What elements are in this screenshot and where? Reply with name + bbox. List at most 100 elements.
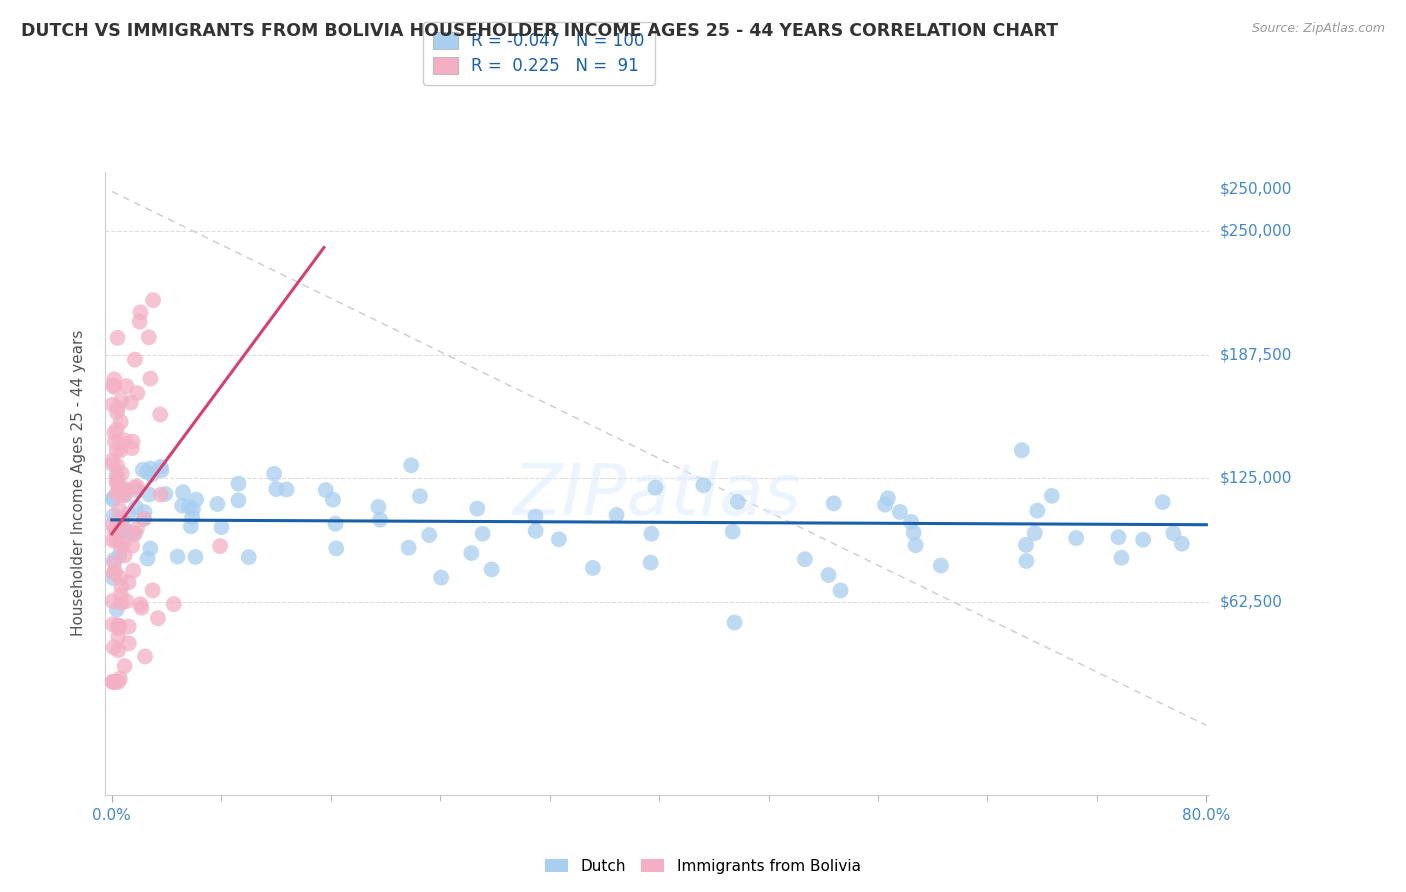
Point — [1107, 530, 1129, 544]
Point — [125, 522, 148, 536]
Point — [322, 492, 344, 507]
Point — [107, 621, 129, 635]
Point — [139, 461, 162, 475]
Point — [548, 533, 571, 547]
Point — [181, 510, 204, 524]
Point — [904, 538, 927, 552]
Point — [1011, 443, 1033, 458]
Point — [112, 486, 135, 500]
Text: DUTCH VS IMMIGRANTS FROM BOLIVIA HOUSEHOLDER INCOME AGES 25 - 44 YEARS CORRELATI: DUTCH VS IMMIGRANTS FROM BOLIVIA HOUSEHO… — [21, 22, 1059, 40]
Point — [125, 500, 148, 515]
Point — [180, 519, 202, 533]
Point — [107, 643, 129, 657]
Point — [101, 457, 124, 471]
Point — [138, 330, 160, 344]
Point — [398, 541, 420, 555]
Point — [107, 630, 129, 644]
Point — [105, 470, 128, 484]
Point — [118, 619, 141, 633]
Point — [124, 352, 146, 367]
Point — [101, 674, 124, 689]
Point — [1015, 538, 1038, 552]
Point — [105, 476, 128, 491]
Point — [110, 533, 132, 548]
Text: $125,000: $125,000 — [1220, 471, 1292, 486]
Point — [104, 434, 127, 449]
Point — [238, 550, 260, 565]
Point — [132, 463, 155, 477]
Text: $250,000: $250,000 — [1220, 224, 1292, 238]
Point — [111, 514, 134, 528]
Point — [132, 512, 155, 526]
Point — [111, 467, 134, 481]
Point — [111, 512, 134, 526]
Point — [877, 491, 900, 506]
Point — [101, 674, 124, 689]
Point — [114, 434, 136, 448]
Point — [1040, 489, 1063, 503]
Point — [481, 562, 503, 576]
Point — [471, 526, 494, 541]
Point — [131, 600, 153, 615]
Point — [101, 533, 124, 548]
Point — [121, 434, 143, 449]
Point — [110, 571, 132, 585]
Point — [121, 539, 143, 553]
Point — [1111, 550, 1133, 565]
Point — [110, 393, 132, 408]
Legend: Dutch, Immigrants from Bolivia: Dutch, Immigrants from Bolivia — [540, 853, 866, 880]
Point — [129, 305, 152, 319]
Point — [141, 467, 163, 482]
Point — [112, 536, 135, 550]
Point — [108, 502, 131, 516]
Point — [103, 372, 125, 386]
Point — [875, 498, 897, 512]
Point — [103, 491, 125, 505]
Point — [460, 546, 482, 560]
Point — [107, 484, 129, 499]
Point — [211, 520, 233, 534]
Point — [112, 483, 135, 497]
Point — [263, 467, 285, 481]
Point — [177, 500, 200, 514]
Point — [430, 571, 453, 585]
Point — [138, 487, 160, 501]
Point — [114, 487, 136, 501]
Point — [139, 371, 162, 385]
Point — [103, 508, 125, 523]
Point — [101, 398, 124, 412]
Point — [721, 524, 744, 539]
Point — [325, 516, 347, 531]
Point — [110, 523, 132, 537]
Point — [1026, 503, 1049, 517]
Point — [118, 524, 141, 539]
Point — [124, 527, 146, 541]
Point — [105, 458, 128, 473]
Point — [107, 331, 129, 345]
Point — [184, 549, 207, 564]
Point — [115, 594, 138, 608]
Point — [104, 524, 127, 538]
Point — [1171, 537, 1194, 551]
Point — [105, 533, 128, 548]
Point — [112, 522, 135, 536]
Point — [418, 528, 440, 542]
Point — [105, 467, 128, 482]
Text: $187,500: $187,500 — [1220, 347, 1292, 362]
Point — [149, 488, 172, 502]
Point — [149, 459, 172, 474]
Point — [107, 618, 129, 632]
Y-axis label: Householder Income Ages 25 - 44 years: Householder Income Ages 25 - 44 years — [72, 330, 86, 636]
Point — [120, 395, 142, 409]
Point — [110, 579, 132, 593]
Point — [103, 380, 125, 394]
Point — [134, 505, 156, 519]
Point — [127, 479, 149, 493]
Point — [889, 505, 911, 519]
Point — [276, 483, 298, 497]
Point — [823, 496, 845, 510]
Point — [117, 507, 139, 521]
Point — [110, 415, 132, 429]
Point — [107, 401, 129, 415]
Point — [124, 480, 146, 494]
